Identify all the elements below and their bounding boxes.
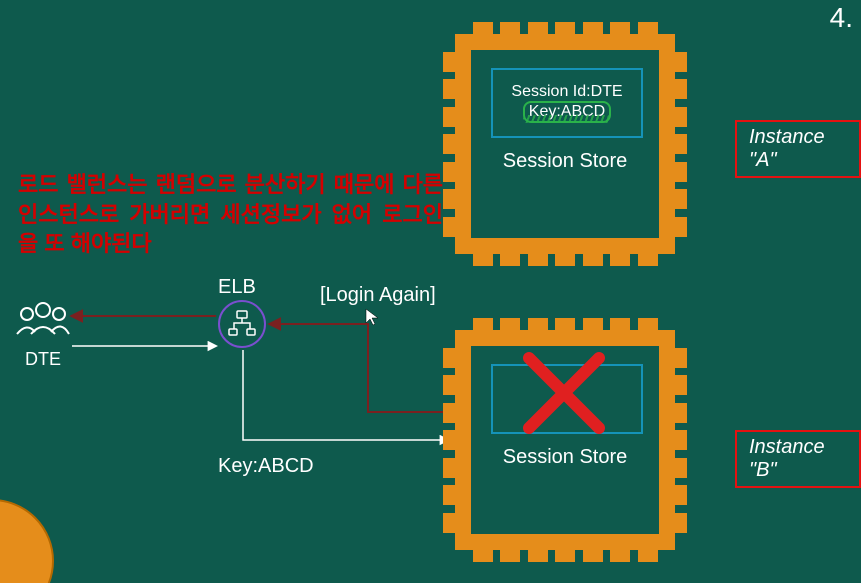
instance-b-label: Instance "B" [735,430,861,488]
session-store-caption-a: Session Store [471,150,659,173]
green-scribble-icon [523,115,611,123]
users-icon [15,300,71,340]
mouse-cursor-icon [365,308,379,326]
users-icon-group: DTE [15,300,71,370]
session-key-highlight: Key:ABCD [523,101,611,123]
login-again-label: [Login Again] [320,284,436,307]
slide-number: 4. [830,2,853,34]
decorative-blob [0,499,54,583]
red-x-icon [519,348,609,438]
key-label: Key:ABCD [218,455,314,478]
instance-b-chip: Session Store [455,330,675,550]
chip-inner: Session Id:DTE Key:ABCD Session Store [471,50,659,238]
session-store-box-a: Session Id:DTE Key:ABCD [491,68,643,138]
session-store-caption-b: Session Store [471,446,659,469]
annotation-text: 로드 밸런스는 랜덤으로 분산하기 때문에 다른 인스턴스로 가버리면 세션정보… [18,170,443,259]
elb-label: ELB [218,276,256,299]
elb-node [218,300,266,348]
instance-a-chip: Session Id:DTE Key:ABCD Session Store [455,34,675,254]
session-id-text: Session Id:DTE [511,83,622,101]
instance-a-label: Instance "A" [735,120,861,178]
elb-icon [218,300,266,348]
users-label: DTE [15,349,71,370]
chip-inner: Session Store [471,346,659,534]
